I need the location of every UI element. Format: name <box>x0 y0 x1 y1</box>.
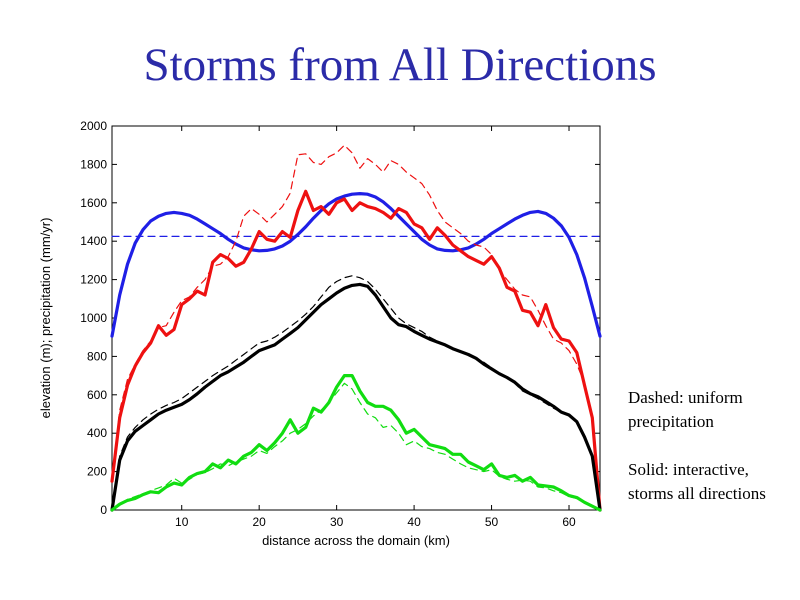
series-line-3-solid <box>110 189 602 512</box>
x-tick-label: 50 <box>485 515 499 529</box>
x-tick-label: 60 <box>562 515 576 529</box>
y-axis-label: elevation (m); precipitation (mm/yr) <box>38 218 53 419</box>
slide-title: Storms from All Directions <box>143 39 657 91</box>
y-tick-label: 200 <box>87 465 107 479</box>
axes: 0 200 400 600 800 1000 1200 1400 1600 1800 2000 10 2… <box>80 119 601 529</box>
x-tick-label: 40 <box>407 515 421 529</box>
x-tick-label: 20 <box>252 515 266 529</box>
y-tick-label: 2000 <box>80 119 107 133</box>
x-tick-label: 30 <box>330 515 344 529</box>
x-axis-label: distance across the domain (km) <box>262 533 450 548</box>
dashed-legend-note: Dashed: uniform precipitation <box>628 388 743 431</box>
y-tick-label: 1000 <box>80 311 107 325</box>
y-tick-label: 1200 <box>80 273 107 287</box>
series-line-5-solid <box>110 282 602 512</box>
y-tick-label: 800 <box>87 349 107 363</box>
x-tick-label: 10 <box>175 515 189 529</box>
series-line-2-dashed <box>111 144 601 511</box>
y-tick-label: 1600 <box>80 196 107 210</box>
series-line-7-solid <box>110 374 602 512</box>
series-line-0-solid <box>110 192 602 338</box>
series-line-6-dashed <box>111 382 601 511</box>
y-tick-label: 1800 <box>80 157 107 171</box>
y-tick-label: 0 <box>100 503 107 517</box>
y-tick-label: 400 <box>87 426 107 440</box>
chart-background <box>30 112 615 562</box>
series-layer <box>110 144 602 512</box>
solid-legend-note: Solid: interactive, storms all direction… <box>628 460 766 503</box>
y-tick-label: 600 <box>87 388 107 402</box>
y-tick-label: 1400 <box>80 234 107 248</box>
elevation-precipitation-chart: 0 200 400 600 800 1000 1200 1400 1600 1800 2000 10 2… <box>30 112 615 562</box>
